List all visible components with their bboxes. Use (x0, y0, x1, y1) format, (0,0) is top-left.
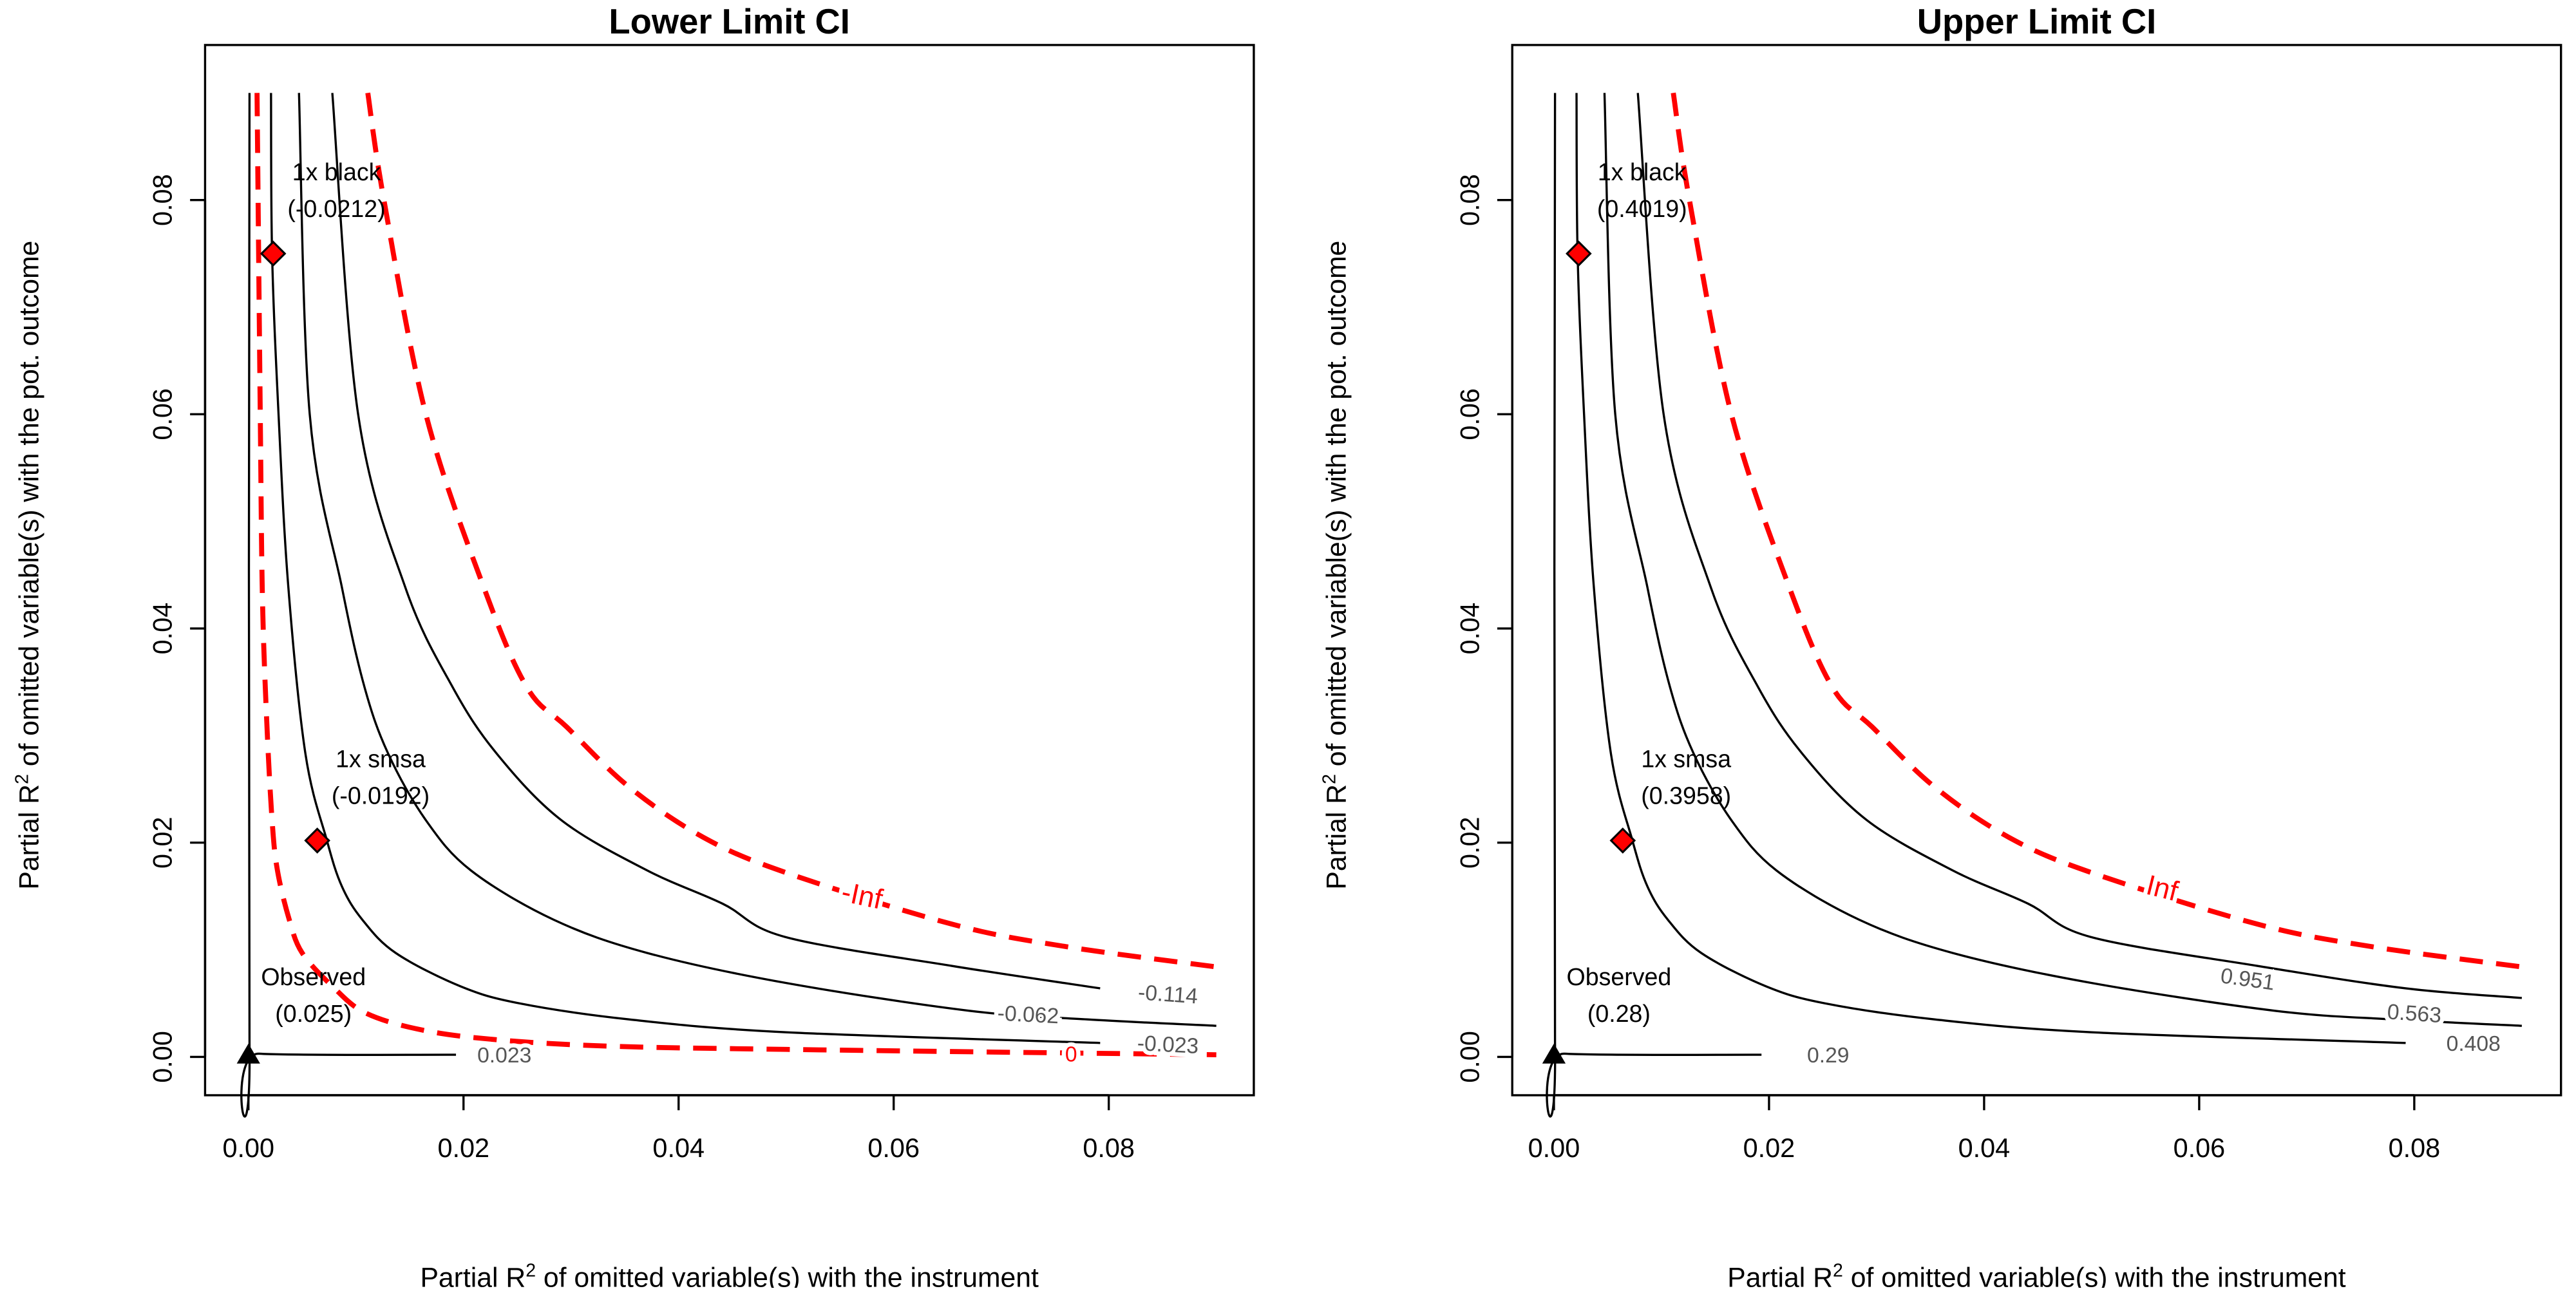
point-label-name: Observed (261, 963, 366, 990)
y-tick-label: 0.08 (148, 174, 178, 226)
point-label-name: 1x black (1598, 158, 1687, 185)
x-tick-label: 0.06 (2174, 1133, 2226, 1163)
contour-label: -0.062 (997, 1001, 1059, 1028)
contour-line-neg0_062 (298, 93, 1217, 1027)
point-label-name: Observed (1567, 963, 1672, 990)
point-label-name: 1x smsa (336, 745, 426, 772)
y-tick-label: 0.00 (148, 1031, 178, 1083)
contour-label: 0.408 (2447, 1032, 2501, 1056)
point-label-value: (0.28) (1587, 1000, 1651, 1027)
contour-label: -0.023 (1137, 1032, 1199, 1059)
contour-label: 0.951 (2219, 964, 2277, 995)
benchmark-diamond-marker (1566, 240, 1592, 267)
x-tick-label: 0.06 (867, 1133, 920, 1163)
point-label-value: (-0.0212) (287, 195, 385, 222)
y-tick-label: 0.04 (148, 603, 178, 655)
point-label-value: (0.025) (275, 1000, 352, 1027)
contour-line-negInf (365, 92, 1217, 970)
contour-line-neg0_023 (270, 93, 1101, 1044)
y-axis-label: Partial R2 of omitted variable(s) with t… (1319, 241, 1352, 890)
contour-line-0 (254, 93, 1217, 1057)
point-label-name: 1x black (292, 158, 381, 185)
x-tick-label: 0.08 (2389, 1133, 2441, 1163)
contour-label: 0.563 (2387, 1000, 2443, 1028)
observed-triangle-marker (1542, 1043, 1566, 1064)
benchmark-diamond-marker (304, 827, 330, 854)
contour-line-neg0_114 (331, 93, 1101, 990)
y-tick-label: 0.06 (1455, 388, 1484, 440)
y-tick-label: 0.06 (148, 388, 178, 440)
y-tick-label: 0.00 (1455, 1031, 1484, 1083)
benchmark-diamond-marker (1609, 827, 1636, 854)
chart-title: Lower Limit CI (609, 2, 850, 41)
x-tick-label: 0.00 (222, 1133, 274, 1163)
contour-line-0_023 (240, 93, 457, 1118)
x-tick-label: 0.04 (1958, 1133, 2011, 1163)
y-tick-label: 0.08 (1455, 174, 1484, 226)
benchmark-diamond-marker (260, 240, 287, 267)
x-axis-label: Partial R2 of omitted variable(s) with t… (1727, 1261, 2346, 1288)
contour-label: -Inf (838, 876, 886, 916)
x-axis-label: Partial R2 of omitted variable(s) with t… (420, 1261, 1039, 1288)
point-label-name: 1x smsa (1641, 745, 1731, 772)
contour-line-0_29 (1546, 93, 1762, 1118)
contour-label: 0.023 (477, 1044, 531, 1068)
y-tick-label: 0.04 (1455, 603, 1484, 655)
x-tick-label: 0.02 (437, 1133, 489, 1163)
point-label-value: (0.4019) (1597, 195, 1687, 222)
y-tick-label: 0.02 (1455, 816, 1484, 869)
panel-lower-limit: Lower Limit CI 0.00 0.02 0.04 0.06 0.08 0.00 0.… (12, 2, 1255, 1291)
x-tick-label: 0.04 (652, 1133, 705, 1163)
contour-line-0_408 (1575, 93, 2406, 1044)
observed-triangle-marker (236, 1043, 260, 1064)
x-tick-label: 0.08 (1083, 1133, 1135, 1163)
x-tick-label: 0.00 (1528, 1133, 1580, 1163)
contour-line-0_563 (1603, 93, 2522, 1027)
y-tick-label: 0.02 (148, 816, 178, 869)
contour-label: 0 (1065, 1042, 1077, 1066)
x-tick-label: 0.02 (1743, 1133, 1795, 1163)
panel-upper-limit: Upper Limit CI 0.00 0.02 0.04 0.06 0.08 0.00 0.… (1319, 2, 2562, 1291)
contour-line-0_951 (1636, 93, 2522, 999)
contour-label: 0.29 (1807, 1044, 1849, 1068)
y-axis-label: Partial R2 of omitted variable(s) with t… (12, 241, 45, 890)
contour-label: -0.114 (1137, 981, 1198, 1008)
point-label-value: (-0.0192) (332, 782, 430, 809)
chart-title: Upper Limit CI (1917, 2, 2156, 41)
contour-line-Inf (1671, 92, 2523, 970)
point-label-value: (0.3958) (1641, 782, 1731, 809)
